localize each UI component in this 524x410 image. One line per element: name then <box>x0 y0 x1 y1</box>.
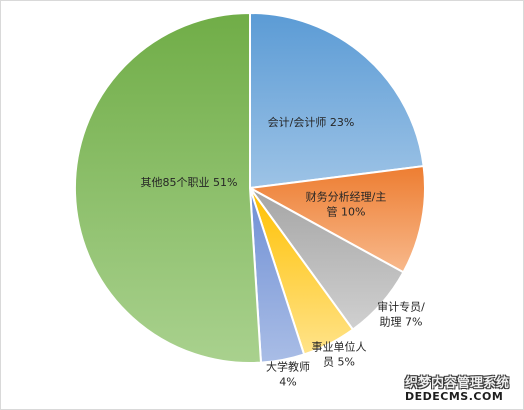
slice-label-4: 大学教师 4% <box>266 360 310 389</box>
slice-label-5: 其他85个职业 51% <box>141 176 238 189</box>
watermark-text: 织梦内容管理系统 <box>405 376 510 391</box>
slice-label-3: 事业单位人员 5% <box>312 340 367 369</box>
pie-slice-1 <box>246 164 426 274</box>
pie-slice-5 <box>73 11 263 364</box>
pie-slice-0 <box>249 11 425 190</box>
slice-labels: 会计/会计师 23% 财务分析经理/主管 10% 审计专员/助理 7% 事业单位人员 … <box>141 116 426 389</box>
slice-label-1: 财务分析经理/主管 10% <box>306 190 387 219</box>
pie-slices <box>73 11 426 364</box>
slice-label-0: 会计/会计师 23% <box>268 116 355 129</box>
watermark-url: DEDECMS.COM <box>405 390 504 403</box>
slice-label-2: 审计专员/助理 7% <box>377 300 425 329</box>
